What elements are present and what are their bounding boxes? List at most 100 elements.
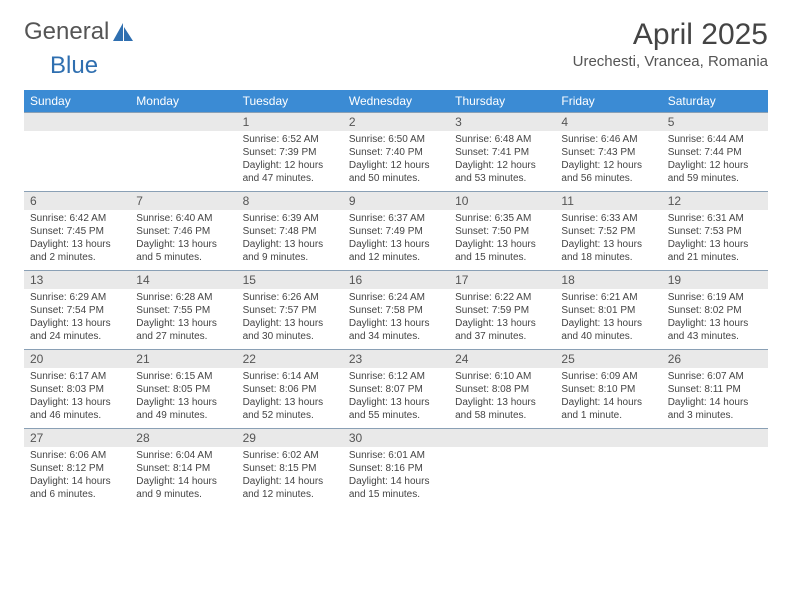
day-number: 10 — [449, 191, 555, 210]
day-body: Sunrise: 6:42 AMSunset: 7:45 PMDaylight:… — [24, 210, 130, 270]
sunrise: Sunrise: 6:14 AM — [243, 370, 337, 383]
sunrise: Sunrise: 6:40 AM — [136, 212, 230, 225]
day-number: 7 — [130, 191, 236, 210]
sunset: Sunset: 8:07 PM — [349, 383, 443, 396]
sunset: Sunset: 7:49 PM — [349, 225, 443, 238]
day-cell: 28Sunrise: 6:04 AMSunset: 8:14 PMDayligh… — [130, 428, 236, 507]
sunset: Sunset: 7:44 PM — [668, 146, 762, 159]
sunrise: Sunrise: 6:37 AM — [349, 212, 443, 225]
day-number: 12 — [662, 191, 768, 210]
day-number — [555, 428, 661, 447]
dow-wed: Wednesday — [343, 90, 449, 112]
day-cell: 18Sunrise: 6:21 AMSunset: 8:01 PMDayligh… — [555, 270, 661, 349]
day-cell: 3Sunrise: 6:48 AMSunset: 7:41 PMDaylight… — [449, 112, 555, 191]
day-number: 6 — [24, 191, 130, 210]
day-cell: 2Sunrise: 6:50 AMSunset: 7:40 PMDaylight… — [343, 112, 449, 191]
dow-tue: Tuesday — [237, 90, 343, 112]
daylight: Daylight: 12 hours and 47 minutes. — [243, 159, 337, 185]
sunrise: Sunrise: 6:35 AM — [455, 212, 549, 225]
sunrise: Sunrise: 6:44 AM — [668, 133, 762, 146]
day-cell — [130, 112, 236, 191]
sunrise: Sunrise: 6:31 AM — [668, 212, 762, 225]
dow-sat: Saturday — [662, 90, 768, 112]
sunset: Sunset: 7:58 PM — [349, 304, 443, 317]
sunset: Sunset: 7:40 PM — [349, 146, 443, 159]
day-cell: 16Sunrise: 6:24 AMSunset: 7:58 PMDayligh… — [343, 270, 449, 349]
day-body: Sunrise: 6:31 AMSunset: 7:53 PMDaylight:… — [662, 210, 768, 270]
sunrise: Sunrise: 6:52 AM — [243, 133, 337, 146]
day-cell: 29Sunrise: 6:02 AMSunset: 8:15 PMDayligh… — [237, 428, 343, 507]
day-number: 29 — [237, 428, 343, 447]
day-body: Sunrise: 6:19 AMSunset: 8:02 PMDaylight:… — [662, 289, 768, 349]
sunset: Sunset: 8:11 PM — [668, 383, 762, 396]
day-cell: 21Sunrise: 6:15 AMSunset: 8:05 PMDayligh… — [130, 349, 236, 428]
sunrise: Sunrise: 6:04 AM — [136, 449, 230, 462]
sunrise: Sunrise: 6:19 AM — [668, 291, 762, 304]
day-body — [24, 131, 130, 185]
daylight: Daylight: 13 hours and 52 minutes. — [243, 396, 337, 422]
sunset: Sunset: 7:48 PM — [243, 225, 337, 238]
daylight: Daylight: 14 hours and 12 minutes. — [243, 475, 337, 501]
day-body — [130, 131, 236, 185]
day-number: 15 — [237, 270, 343, 289]
sunset: Sunset: 8:16 PM — [349, 462, 443, 475]
day-cell: 20Sunrise: 6:17 AMSunset: 8:03 PMDayligh… — [24, 349, 130, 428]
day-body: Sunrise: 6:28 AMSunset: 7:55 PMDaylight:… — [130, 289, 236, 349]
day-cell: 9Sunrise: 6:37 AMSunset: 7:49 PMDaylight… — [343, 191, 449, 270]
daylight: Daylight: 12 hours and 50 minutes. — [349, 159, 443, 185]
day-body: Sunrise: 6:07 AMSunset: 8:11 PMDaylight:… — [662, 368, 768, 428]
daylight: Daylight: 12 hours and 59 minutes. — [668, 159, 762, 185]
day-body: Sunrise: 6:15 AMSunset: 8:05 PMDaylight:… — [130, 368, 236, 428]
sunrise: Sunrise: 6:46 AM — [561, 133, 655, 146]
day-body: Sunrise: 6:06 AMSunset: 8:12 PMDaylight:… — [24, 447, 130, 507]
day-body: Sunrise: 6:17 AMSunset: 8:03 PMDaylight:… — [24, 368, 130, 428]
day-cell — [24, 112, 130, 191]
daylight: Daylight: 13 hours and 43 minutes. — [668, 317, 762, 343]
daylight: Daylight: 13 hours and 5 minutes. — [136, 238, 230, 264]
day-body: Sunrise: 6:40 AMSunset: 7:46 PMDaylight:… — [130, 210, 236, 270]
day-number: 17 — [449, 270, 555, 289]
day-number — [662, 428, 768, 447]
sunrise: Sunrise: 6:07 AM — [668, 370, 762, 383]
day-body: Sunrise: 6:52 AMSunset: 7:39 PMDaylight:… — [237, 131, 343, 191]
day-number: 2 — [343, 112, 449, 131]
day-number — [130, 112, 236, 131]
daylight: Daylight: 12 hours and 53 minutes. — [455, 159, 549, 185]
day-body: Sunrise: 6:12 AMSunset: 8:07 PMDaylight:… — [343, 368, 449, 428]
day-cell: 11Sunrise: 6:33 AMSunset: 7:52 PMDayligh… — [555, 191, 661, 270]
sunset: Sunset: 7:53 PM — [668, 225, 762, 238]
sunset: Sunset: 7:41 PM — [455, 146, 549, 159]
day-cell: 1Sunrise: 6:52 AMSunset: 7:39 PMDaylight… — [237, 112, 343, 191]
day-number: 19 — [662, 270, 768, 289]
day-number: 20 — [24, 349, 130, 368]
day-body: Sunrise: 6:02 AMSunset: 8:15 PMDaylight:… — [237, 447, 343, 507]
location: Urechesti, Vrancea, Romania — [573, 53, 768, 70]
day-number: 4 — [555, 112, 661, 131]
daylight: Daylight: 14 hours and 6 minutes. — [30, 475, 124, 501]
day-number: 25 — [555, 349, 661, 368]
day-cell: 7Sunrise: 6:40 AMSunset: 7:46 PMDaylight… — [130, 191, 236, 270]
day-body — [449, 447, 555, 501]
day-number: 5 — [662, 112, 768, 131]
calendar-page: General April 2025 Urechesti, Vrancea, R… — [0, 0, 792, 525]
day-number: 24 — [449, 349, 555, 368]
sunset: Sunset: 7:54 PM — [30, 304, 124, 317]
daylight: Daylight: 13 hours and 49 minutes. — [136, 396, 230, 422]
day-cell: 12Sunrise: 6:31 AMSunset: 7:53 PMDayligh… — [662, 191, 768, 270]
day-cell — [555, 428, 661, 507]
day-cell: 15Sunrise: 6:26 AMSunset: 7:57 PMDayligh… — [237, 270, 343, 349]
day-number: 13 — [24, 270, 130, 289]
day-cell: 4Sunrise: 6:46 AMSunset: 7:43 PMDaylight… — [555, 112, 661, 191]
day-number: 26 — [662, 349, 768, 368]
sunset: Sunset: 8:02 PM — [668, 304, 762, 317]
sunrise: Sunrise: 6:42 AM — [30, 212, 124, 225]
daylight: Daylight: 12 hours and 56 minutes. — [561, 159, 655, 185]
sunset: Sunset: 7:39 PM — [243, 146, 337, 159]
day-body: Sunrise: 6:10 AMSunset: 8:08 PMDaylight:… — [449, 368, 555, 428]
calendar-body: 1Sunrise: 6:52 AMSunset: 7:39 PMDaylight… — [24, 112, 768, 507]
day-cell: 14Sunrise: 6:28 AMSunset: 7:55 PMDayligh… — [130, 270, 236, 349]
daylight: Daylight: 13 hours and 15 minutes. — [455, 238, 549, 264]
daylight: Daylight: 13 hours and 58 minutes. — [455, 396, 549, 422]
day-number — [24, 112, 130, 131]
daylight: Daylight: 13 hours and 27 minutes. — [136, 317, 230, 343]
